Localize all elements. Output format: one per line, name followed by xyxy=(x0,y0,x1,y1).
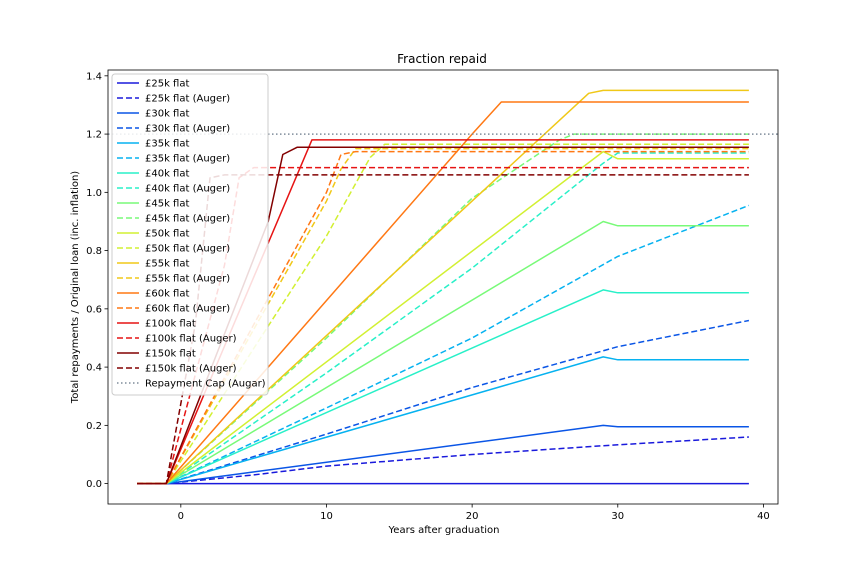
y-tick-label: 0.0 xyxy=(86,479,102,490)
legend-label: £55k flat (Auger) xyxy=(145,274,230,285)
legend-label: £100k flat (Auger) xyxy=(145,334,237,345)
x-axis-label: Years after graduation xyxy=(388,525,500,536)
legend-label: £45k flat (Auger) xyxy=(145,214,230,225)
legend-label: £25k flat xyxy=(145,79,189,90)
y-tick-label: 0.2 xyxy=(86,421,102,432)
x-tick-label: 10 xyxy=(320,511,333,522)
legend-label: £40k flat xyxy=(145,169,189,180)
series-line-19 xyxy=(137,146,749,485)
x-tick-label: 0 xyxy=(178,511,184,522)
legend-label: £30k flat xyxy=(145,109,189,120)
y-tick-label: 0.6 xyxy=(86,304,102,315)
legend-label: £35k flat xyxy=(145,139,189,150)
axes-frame xyxy=(107,69,779,505)
legend-label: £45k flat xyxy=(145,199,189,210)
legend-label: £25k flat (Auger) xyxy=(145,94,230,105)
legend-label: £100k flat xyxy=(145,319,196,330)
legend-label: £55k flat xyxy=(145,259,189,270)
series-line-12 xyxy=(137,143,749,485)
legend-label: £60k flat xyxy=(145,289,189,300)
legend-label: £50k flat (Auger) xyxy=(145,244,230,255)
series-line-6 xyxy=(137,204,750,485)
y-tick-label: 1.2 xyxy=(86,130,102,141)
legend-label: £60k flat (Auger) xyxy=(145,304,230,315)
legend-label: £40k flat (Auger) xyxy=(145,184,230,195)
series-line-14 xyxy=(137,147,749,485)
series-lines xyxy=(108,89,778,485)
y-tick-label: 1.4 xyxy=(86,71,102,82)
legend-label: £150k flat (Auger) xyxy=(145,364,237,375)
x-tick-label: 20 xyxy=(466,511,479,522)
x-tick-label: 40 xyxy=(757,511,770,522)
y-tick-label: 0.8 xyxy=(86,246,102,257)
legend-frame xyxy=(111,73,269,396)
y-axis-label: Total repayments / Original loan (inc. i… xyxy=(70,171,81,404)
legend-label: £50k flat xyxy=(145,229,189,240)
legend-label: £35k flat (Auger) xyxy=(145,154,230,165)
plot-area: 0 10 20 30 40 0.0 0.2 0.4 0.6 0.8 1.0 1.2 1.4 xyxy=(86,69,779,522)
series-line-4 xyxy=(137,319,750,485)
legend-label: £30k flat (Auger) xyxy=(145,124,230,135)
legend: £25k flat £25k flat (Auger) £30k flat £30k … xyxy=(111,73,269,396)
legend-label: Repayment Cap (Augar) xyxy=(145,379,266,390)
series-line-16 xyxy=(137,150,749,485)
y-tick-label: 0.4 xyxy=(86,363,102,374)
legend-label: £150k flat xyxy=(145,349,196,360)
x-tick-label: 30 xyxy=(611,511,624,522)
y-tick-label: 1.0 xyxy=(86,188,102,199)
chart-title: Fraction repaid xyxy=(397,52,487,66)
